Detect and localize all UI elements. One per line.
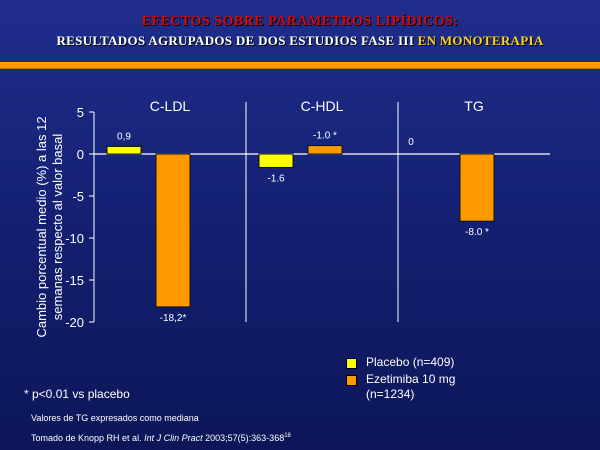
data-label: 0 [408,137,414,148]
y-axis-label-line1: Cambio porcentual medio (%) a las 12 [34,116,49,337]
y-tick-label: -15 [65,273,84,288]
source-journal: Int J Clin Pract [144,433,203,443]
data-label: -8.0 * [465,227,489,238]
bar-placebo [106,145,142,155]
legend-swatch-ezetimiba [346,375,357,386]
legend-label-placebo: Placebo (n=409) [366,355,455,369]
tg-median-note: Valores de TG expresados como mediana [31,413,199,423]
legend-item-placebo: Placebo (n=409) [346,355,455,370]
header-divider [0,62,600,69]
category-label: C-HDL [301,98,344,114]
y-tick-label: -5 [72,189,84,204]
bar-ezetimiba [307,145,343,155]
source-prefix: Tomado de Knopp RH et al. [31,433,142,443]
y-tick-label: -10 [65,231,84,246]
bar-placebo [258,153,294,168]
bar-ezetimiba [459,153,495,222]
legend-item-ezetimiba: Ezetimiba 10 mg (n=1234) [346,372,455,402]
data-label: -18,2* [160,313,187,324]
y-tick-label: 0 [77,147,84,162]
source-rest: 2003;57(5):363-368 [205,433,285,443]
category-label: C-LDL [150,98,191,114]
subtitle-highlight: EN MONOTERAPIA [417,33,544,48]
data-label: 0,9 [117,131,131,142]
data-label: -1.0 * [313,131,337,142]
bar-ezetimiba [155,153,191,308]
source-citation: Tomado de Knopp RH et al. Int J Clin Pra… [31,433,291,443]
category-label: TG [464,98,483,114]
legend-label-ezetimiba: Ezetimiba 10 mg [366,372,456,386]
slide-subtitle: RESULTADOS AGRUPADOS DE DOS ESTUDIOS FAS… [0,33,600,49]
chart-legend: Placebo (n=409) Ezetimiba 10 mg (n=1234) [346,355,455,404]
y-tick-label: 5 [77,105,84,120]
subtitle-main: RESULTADOS AGRUPADOS DE DOS ESTUDIOS FAS… [56,33,415,48]
y-axis-label-line2: semanas respecto al valor basal [50,134,65,321]
slide-title: EFECTOS SOBRE PARAMETROS LIPÍDICOS: [141,14,459,29]
y-tick-label: -20 [65,315,84,330]
legend-label-ezetimiba-n: (n=1234) [366,387,415,401]
source-ref: 18 [284,433,291,439]
legend-swatch-placebo [346,358,357,369]
data-label: -1.6 [267,173,285,184]
significance-note: * p<0.01 vs placebo [24,387,130,401]
